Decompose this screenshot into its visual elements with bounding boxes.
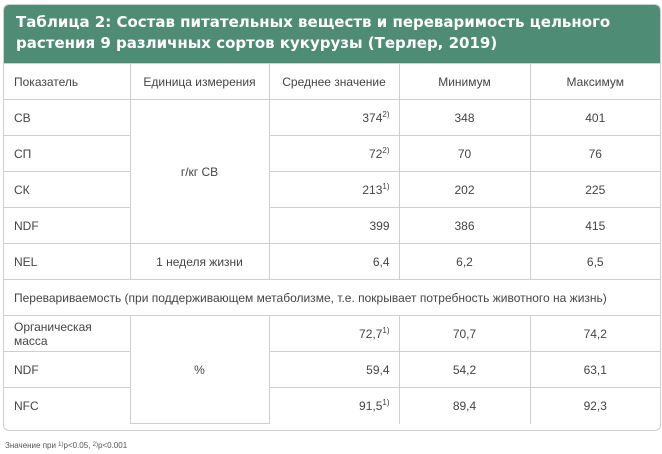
significance-mark: 2): [382, 109, 390, 119]
table-row: СВ г/кг СВ 3742) 348 401: [4, 99, 660, 244]
row-max: 63,1: [529, 351, 660, 388]
unit-cell: 1 неделя жизни: [129, 243, 270, 280]
row-max: 401: [529, 99, 660, 136]
row-min: 348: [398, 99, 531, 136]
significance-mark: 1): [382, 325, 390, 335]
section-row: Перевариваемость (при поддерживающем мет…: [4, 279, 660, 316]
table-row: NEL 1 неделя жизни 6,4 6,2 6,5: [4, 243, 660, 280]
table-row: СП 722) 70 76: [4, 135, 660, 172]
row-name: NDF: [4, 351, 131, 388]
row-mean: 91,51): [268, 387, 400, 424]
row-name: NFC: [4, 387, 131, 424]
header-mean: Среднее значение: [268, 63, 400, 100]
row-max: 6,5: [529, 243, 660, 280]
footnote-mark: 1): [58, 442, 64, 448]
header-min: Минимум: [398, 63, 531, 100]
row-mean: 6,4: [268, 243, 400, 280]
row-mean: 72,71): [268, 315, 400, 352]
table-row: NDF 59,4 54,2 63,1: [4, 351, 660, 388]
table-row: СК 2131) 202 225: [4, 171, 660, 208]
row-mean: 59,4: [268, 351, 400, 388]
header-row: Показатель Единица измерения Среднее зна…: [4, 63, 660, 100]
unit-cell: %: [129, 315, 270, 424]
header-indicator: Показатель: [4, 63, 131, 100]
table-row: Органическая масса % 72,71) 70,7 74,2: [4, 315, 660, 424]
row-name: СП: [4, 135, 131, 172]
row-name: NEL: [4, 243, 131, 280]
significance-mark: 1): [382, 397, 390, 407]
row-min: 70,7: [398, 315, 531, 352]
table-title: Таблица 2: Состав питательных веществ и …: [4, 5, 660, 63]
table-container: Таблица 2: Состав питательных веществ и …: [3, 4, 661, 431]
row-name: Органическая масса: [4, 315, 131, 352]
row-min: 54,2: [398, 351, 531, 388]
nutrient-table: Показатель Единица измерения Среднее зна…: [4, 63, 660, 424]
unit-cell: г/кг СВ: [129, 99, 270, 244]
row-max: 225: [529, 171, 660, 208]
section-label: Перевариваемость (при поддерживающем мет…: [4, 279, 660, 316]
row-max: 74,2: [529, 315, 660, 352]
row-max: 92,3: [529, 387, 660, 424]
row-name: СВ: [4, 99, 131, 136]
footnote: Значение при 1)p<0.05, 2)p<0.001: [5, 441, 128, 450]
row-name: NDF: [4, 207, 131, 244]
row-max: 415: [529, 207, 660, 244]
row-min: 202: [398, 171, 531, 208]
table-row: NFC 91,51) 89,4 92,3: [4, 387, 660, 424]
row-max: 76: [529, 135, 660, 172]
table-row: NDF 399 386 415: [4, 207, 660, 244]
significance-mark: 1): [382, 181, 390, 191]
significance-mark: 2): [382, 145, 390, 155]
header-unit: Единица измерения: [129, 63, 270, 100]
row-mean: 3742): [268, 99, 400, 136]
header-max: Максимум: [529, 63, 660, 100]
row-min: 70: [398, 135, 531, 172]
row-min: 6,2: [398, 243, 531, 280]
row-name: СК: [4, 171, 131, 208]
row-mean: 722): [268, 135, 400, 172]
row-min: 89,4: [398, 387, 531, 424]
row-mean: 2131): [268, 171, 400, 208]
row-min: 386: [398, 207, 531, 244]
row-mean: 399: [268, 207, 400, 244]
footnote-mark: 2): [92, 442, 98, 448]
